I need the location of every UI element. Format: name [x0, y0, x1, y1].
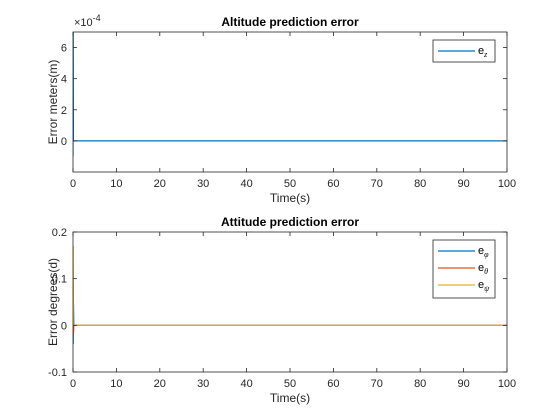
x-tick-label: 50 [284, 378, 296, 390]
y-tick-label: -0.1 [48, 367, 67, 379]
y-tick-label: 0 [61, 136, 67, 148]
x-tick-label: 100 [498, 178, 516, 190]
x-tick-label: 100 [498, 378, 516, 390]
x-tick-label: 40 [240, 178, 252, 190]
legend: ez [433, 40, 495, 62]
x-tick-label: 30 [197, 378, 209, 390]
x-tick-label: 30 [197, 178, 209, 190]
x-tick-label: 90 [457, 178, 469, 190]
y-multiplier: ×10-4 [74, 13, 101, 29]
x-tick-label: 20 [154, 178, 166, 190]
y-tick-label: 6 [61, 43, 67, 55]
x-tick-label: 0 [70, 178, 76, 190]
x-tick-label: 10 [110, 378, 122, 390]
altitude-chart: 0 10 20 30 40 50 60 70 80 90 100 0 2 4 6 ×10-4 Altitude … [46, 13, 516, 205]
x-tick-label: 60 [327, 178, 339, 190]
x-tick-label: 60 [327, 378, 339, 390]
y-tick-label: 0.2 [52, 227, 67, 239]
y-axis-label: Error meters(m) [46, 60, 60, 145]
y-multiplier-exponent: -4 [93, 13, 101, 23]
x-tick-label: 0 [70, 378, 76, 390]
x-tick-label: 50 [284, 178, 296, 190]
y-multiplier-base: ×10 [74, 17, 93, 29]
y-tick-label: 0 [61, 320, 67, 332]
x-axis-label: Time(s) [270, 191, 310, 205]
legend-entry-subscript: θ [484, 267, 488, 276]
x-tick-label: 10 [110, 178, 122, 190]
y-tick-label: 4 [61, 74, 67, 86]
x-tick-label: 90 [457, 378, 469, 390]
x-axis-label: Time(s) [270, 391, 310, 405]
x-tick-label: 40 [240, 378, 252, 390]
x-tick-label: 70 [371, 178, 383, 190]
chart-title: Attitude prediction error [221, 215, 359, 229]
x-tick-label: 80 [414, 178, 426, 190]
y-tick-label: 2 [61, 105, 67, 117]
x-tick-label: 80 [414, 378, 426, 390]
x-tick-label: 70 [371, 378, 383, 390]
attitude-chart: 0 10 20 30 40 50 60 70 80 90 100-0.100.10.2Attitud… [46, 215, 516, 405]
chart-title: Altitude prediction error [221, 15, 359, 29]
x-tick-label: 20 [154, 378, 166, 390]
y-axis-label: Error degrees(d) [46, 258, 60, 346]
legend-entry-subscript: φ [484, 250, 489, 259]
